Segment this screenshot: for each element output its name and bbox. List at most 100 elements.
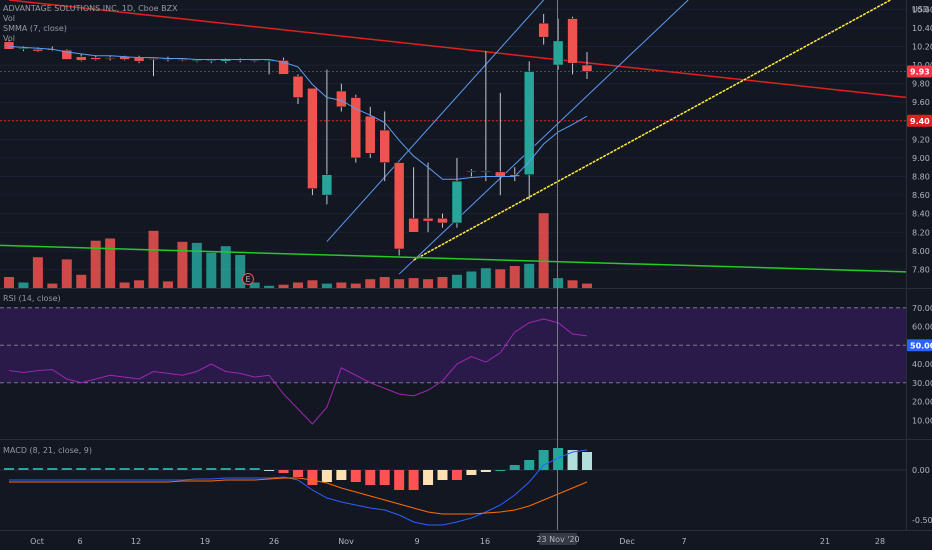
earnings-event-marker [242,273,254,285]
legend-vol[interactable]: Vol [3,14,15,23]
price-tick-10: 8.60 [912,191,930,200]
rsi-line [8,318,588,425]
volume-bar-1 [18,282,29,288]
price-tick-14: 7.80 [912,265,930,274]
volume-bar-12 [177,241,188,288]
candle-body-9 [133,57,145,62]
channel-lower [398,0,689,275]
macd-hist-10 [148,468,159,470]
main-legend[interactable]: ADVANTAGE SOLUTIONS INC, 1D, Cboe BZX Vo… [3,4,178,44]
price-unit: USD [912,5,929,14]
legend-vol-2[interactable]: Vol [3,34,15,43]
candle-body-26 [379,129,390,163]
macd-hist-6 [90,468,101,470]
volume-bar-35 [509,266,520,288]
candle-body-28 [408,218,419,233]
volume-bar-3 [47,283,58,288]
macd-hist-0 [4,468,14,470]
volume-bar-39 [567,280,578,288]
legend-smma[interactable]: SMMA (7, close) [3,24,67,33]
price-tick-0: 10.60 [912,5,932,14]
price-tick-5: 9.60 [912,98,930,107]
candle-body-25 [365,115,376,154]
macd-legend[interactable]: MACD (8, 21, close, 9) [3,446,92,455]
macd-hist-24 [350,470,361,482]
macd-hist-35 [509,465,520,470]
candle-body-1 [18,48,29,50]
macd-hist-28 [408,470,419,490]
candle-body-33 [480,170,492,173]
macd-hist-23 [336,470,347,480]
macd-hist-30 [437,470,448,480]
volume-bar-7 [105,238,116,288]
volume-bar-10 [148,230,159,288]
price-badge-last-bg [907,65,932,78]
macd-hist-8 [119,468,130,470]
rsi-tick-5: 20.00 [912,398,932,407]
rsi-legend[interactable]: RSI (14, close) [3,294,61,303]
candle-body-34 [495,171,506,177]
volume-bar-36 [524,263,535,288]
rsi-tick-1: 60.00 [912,323,932,332]
candle-body-12 [177,59,188,61]
macd-line [9,449,588,526]
red-trendline [8,0,906,99]
volume-bar-28 [408,278,419,288]
macd-hist-17 [249,468,260,470]
candle-body-0 [3,41,15,50]
volume-bar-40 [582,283,592,288]
candle-body-23 [336,90,347,108]
candle-body-38 [552,40,564,66]
macd-hist-31 [451,470,462,480]
volume-bar-25 [365,279,376,288]
price-badge-line: 9.40 [910,117,930,126]
earnings-event-label: E [245,275,250,284]
crosshair-label-bg [539,533,577,545]
macd-pane [0,448,906,526]
volume-bar-2 [32,257,43,288]
volume-bar-21 [307,280,318,288]
candles [3,13,593,256]
candle-body-40 [581,64,593,72]
candle-body-20 [292,75,304,98]
macd-hist-40 [582,452,592,470]
macd-signal-line [9,477,588,515]
green-trendline [0,244,906,273]
volume-bar-31 [451,274,462,288]
macd-hist-22 [321,470,332,482]
macd-tick-1: -0.50 [912,516,932,525]
price-tick-4: 9.80 [912,80,930,89]
macd-hist-36 [524,460,535,470]
macd-hist-14 [206,468,217,470]
legend-symbol[interactable]: ADVANTAGE SOLUTIONS INC, 1D, Cboe BZX [3,4,178,13]
x-tick-3: 19 [200,537,210,546]
macd-hist-4 [61,468,72,470]
macd-hist-25 [365,470,376,485]
x-tick-10: 21 [820,537,830,546]
rsi-tick-4: 30.00 [912,379,932,388]
macd-hist-27 [394,470,405,490]
overlay: 23 Nov '20 9.93 9.40 50.00 E [242,0,932,545]
macd-hist-12 [177,468,188,470]
candle-body-5 [76,56,87,61]
candle-body-10 [148,58,159,60]
rsi-tick-6: 10.00 [912,416,932,425]
macd-hist-1 [18,468,29,470]
volume-bars [4,213,592,288]
macd-hist-5 [76,468,87,470]
price-tick-7: 9.20 [912,135,930,144]
macd-tick-0: 0.00 [912,466,930,475]
price-badge-line-bg [907,114,932,127]
candle-body-32 [466,170,477,173]
price-tick-2: 10.20 [912,42,932,51]
volume-bar-8 [119,282,130,288]
rsi-badge-bg [907,339,932,352]
trendlines[interactable] [0,0,932,277]
volume-bar-6 [90,240,101,288]
rsi-tick-0: 70.00 [912,304,932,313]
volume-bar-38 [553,278,564,288]
crosshair-label: 23 Nov '20 [536,535,579,544]
macd-hist-20 [293,470,303,477]
